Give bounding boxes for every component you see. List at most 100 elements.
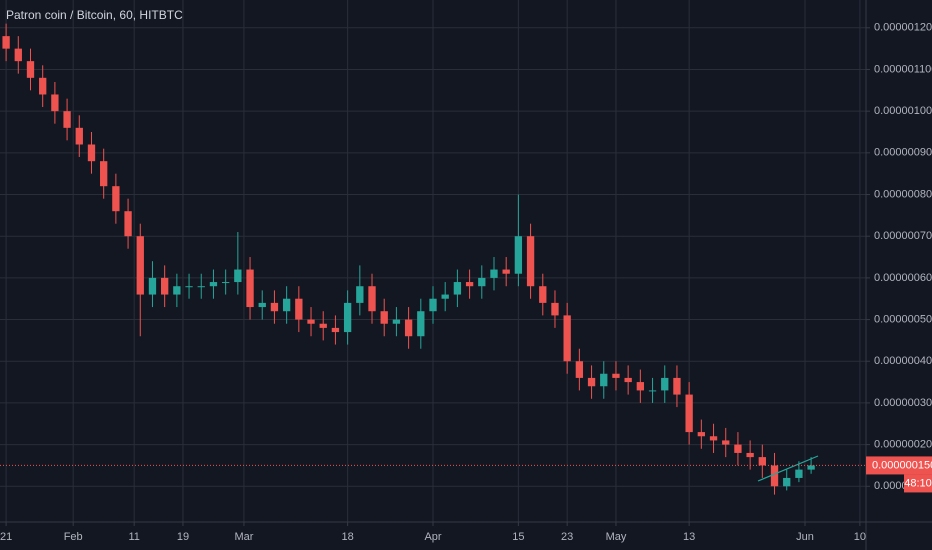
x-tick-label: 23 bbox=[561, 531, 573, 543]
candle-body bbox=[39, 77, 47, 95]
candle-body bbox=[234, 269, 242, 283]
candle-body bbox=[197, 286, 205, 288]
candles bbox=[2, 23, 815, 495]
candle-body bbox=[551, 302, 559, 316]
candle-body bbox=[661, 377, 669, 391]
candle-body bbox=[526, 236, 535, 287]
y-tick-label: 0.00000050000 bbox=[874, 313, 932, 325]
y-tick-label: 0.00000080000 bbox=[874, 188, 932, 200]
y-tick-label: 0.00000020000 bbox=[874, 439, 932, 451]
candle-body bbox=[758, 457, 766, 466]
x-tick-label: 18 bbox=[341, 531, 353, 543]
candle-body bbox=[75, 127, 83, 145]
y-tick-label: 0.00000120000 bbox=[874, 22, 932, 34]
candle-body bbox=[161, 277, 169, 295]
y-tick-label: 0.00000110000 bbox=[874, 63, 932, 75]
candle-body bbox=[770, 465, 779, 487]
y-tick-label: 0.00000090000 bbox=[874, 147, 932, 159]
y-tick-label: 0.00000070000 bbox=[874, 230, 932, 242]
last-price-label: 0.00000015001 bbox=[872, 459, 932, 471]
candle-body bbox=[734, 444, 742, 453]
candle-body bbox=[209, 282, 218, 287]
candle-body bbox=[465, 282, 474, 287]
candle-body bbox=[368, 286, 376, 312]
candle-body bbox=[2, 36, 10, 49]
candle-body bbox=[87, 144, 96, 162]
candle-body bbox=[14, 48, 22, 62]
chart-title: Patron coin / Bitcoin, 60, HITBTC bbox=[6, 8, 183, 22]
candle-body bbox=[185, 286, 193, 288]
candle-body bbox=[221, 282, 230, 284]
axes: 0.00000120000 0.00000110000 0.00000100000 0… bbox=[0, 22, 932, 543]
x-tick-label: 19 bbox=[177, 531, 189, 543]
candle-body bbox=[173, 286, 181, 295]
candle-body bbox=[26, 61, 35, 78]
candle-body bbox=[575, 361, 584, 378]
candle-body bbox=[124, 211, 132, 237]
candle-body bbox=[392, 319, 401, 324]
countdown-badge bbox=[904, 474, 932, 493]
candle-body bbox=[636, 382, 645, 391]
candle-body bbox=[490, 269, 498, 278]
candle-body bbox=[624, 377, 632, 383]
candle-body bbox=[783, 477, 791, 487]
candle-body bbox=[319, 323, 327, 328]
candle-body bbox=[258, 302, 266, 308]
candle-body bbox=[380, 311, 388, 324]
candle-body bbox=[807, 465, 815, 470]
x-tick-label: 21 bbox=[0, 531, 12, 543]
x-tick-label: Mar bbox=[234, 531, 253, 543]
x-tick-label: May bbox=[606, 531, 627, 543]
candle-body bbox=[63, 111, 71, 128]
last-price-badge bbox=[866, 456, 932, 475]
candle-body bbox=[685, 394, 693, 433]
x-tick-label: 11 bbox=[128, 531, 139, 543]
candle-body bbox=[404, 319, 413, 337]
y-tick-label: 0.00000060000 bbox=[874, 272, 932, 284]
candle-body bbox=[356, 286, 364, 303]
trend-line[interactable] bbox=[757, 455, 819, 482]
candle-body bbox=[600, 373, 608, 387]
candle-body bbox=[697, 432, 705, 437]
candle-body bbox=[331, 327, 340, 333]
candle-body bbox=[563, 315, 571, 362]
candle-body bbox=[453, 282, 462, 295]
candle-body bbox=[246, 269, 254, 308]
candle-body bbox=[502, 269, 510, 274]
candle-body bbox=[612, 373, 620, 378]
candle-body bbox=[795, 469, 803, 478]
candle-body bbox=[709, 436, 718, 441]
countdown: 48:10 bbox=[904, 477, 932, 489]
y-tick-label: 0.00000040000 bbox=[874, 355, 932, 367]
candle-body bbox=[51, 94, 59, 112]
candle-body bbox=[270, 302, 279, 312]
candle-body bbox=[307, 319, 315, 324]
candle-body bbox=[722, 440, 730, 445]
candle-body bbox=[673, 377, 681, 395]
y-tick-label: 0.00000100000 bbox=[874, 105, 932, 117]
candle-body bbox=[112, 186, 120, 212]
candle-body bbox=[514, 236, 523, 274]
candle-body bbox=[295, 298, 303, 320]
y-tick-label: 0.00000030000 bbox=[874, 397, 932, 409]
x-tick-label: Jun bbox=[796, 531, 814, 543]
candle-body bbox=[136, 236, 144, 295]
candle-body bbox=[539, 286, 547, 303]
candle-body bbox=[343, 302, 352, 333]
candle-body bbox=[417, 311, 425, 337]
candle-body bbox=[148, 277, 157, 295]
x-tick-label: 13 bbox=[683, 531, 695, 543]
candle-body bbox=[478, 277, 486, 287]
x-tick-label: Apr bbox=[424, 531, 441, 543]
candle-body bbox=[282, 298, 291, 312]
grid bbox=[0, 0, 866, 522]
candle-body bbox=[429, 298, 437, 312]
x-tick-label: 10 bbox=[854, 531, 866, 543]
x-tick-label: 15 bbox=[512, 531, 524, 543]
candle-body bbox=[100, 161, 108, 187]
candle-body bbox=[441, 294, 449, 299]
candle-body bbox=[746, 452, 754, 458]
candle-body bbox=[648, 390, 657, 392]
